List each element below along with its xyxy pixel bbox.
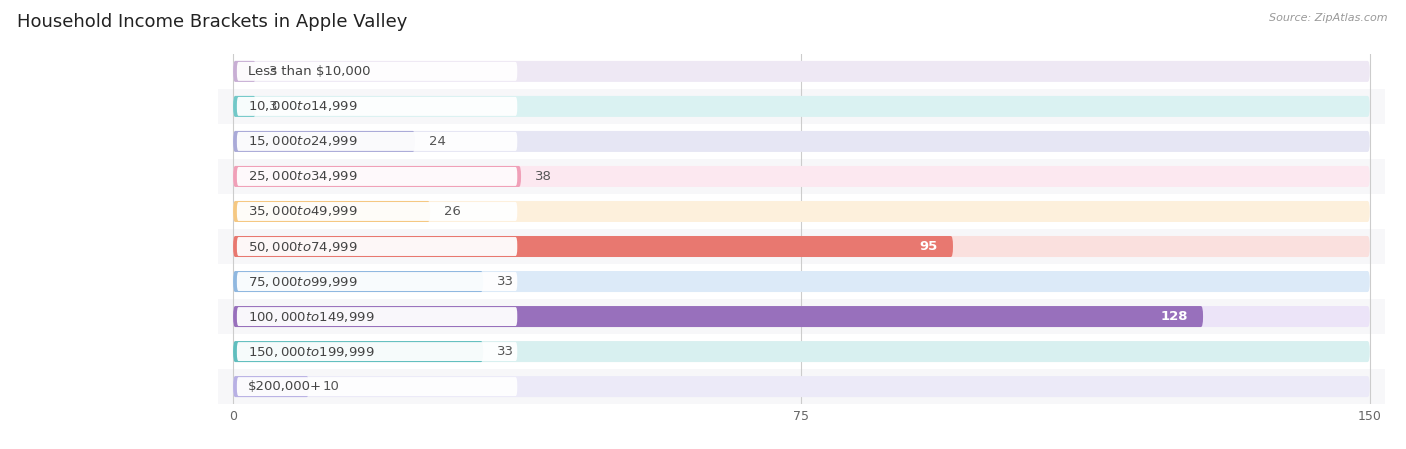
FancyBboxPatch shape: [218, 299, 1385, 334]
FancyBboxPatch shape: [233, 306, 1369, 327]
FancyBboxPatch shape: [236, 167, 517, 186]
FancyBboxPatch shape: [236, 237, 517, 256]
Text: 3: 3: [270, 100, 278, 113]
Text: 33: 33: [496, 275, 513, 288]
Text: $150,000 to $199,999: $150,000 to $199,999: [249, 344, 375, 359]
FancyBboxPatch shape: [233, 341, 484, 362]
FancyBboxPatch shape: [233, 201, 430, 222]
FancyBboxPatch shape: [233, 236, 1369, 257]
FancyBboxPatch shape: [218, 194, 1385, 229]
FancyBboxPatch shape: [218, 89, 1385, 124]
FancyBboxPatch shape: [236, 377, 517, 396]
FancyBboxPatch shape: [233, 131, 1369, 152]
FancyBboxPatch shape: [218, 334, 1385, 369]
Text: Source: ZipAtlas.com: Source: ZipAtlas.com: [1270, 13, 1388, 23]
FancyBboxPatch shape: [233, 61, 1369, 82]
Text: $50,000 to $74,999: $50,000 to $74,999: [249, 239, 359, 254]
FancyBboxPatch shape: [218, 159, 1385, 194]
Text: $100,000 to $149,999: $100,000 to $149,999: [249, 309, 375, 324]
Text: 24: 24: [429, 135, 446, 148]
FancyBboxPatch shape: [233, 96, 256, 117]
FancyBboxPatch shape: [236, 202, 517, 221]
FancyBboxPatch shape: [218, 369, 1385, 404]
FancyBboxPatch shape: [233, 166, 522, 187]
FancyBboxPatch shape: [233, 271, 1369, 292]
FancyBboxPatch shape: [233, 236, 953, 257]
Text: Less than $10,000: Less than $10,000: [249, 65, 371, 78]
FancyBboxPatch shape: [236, 342, 517, 361]
FancyBboxPatch shape: [233, 341, 1369, 362]
Text: $15,000 to $24,999: $15,000 to $24,999: [249, 134, 359, 149]
Text: 3: 3: [270, 65, 278, 78]
Text: $35,000 to $49,999: $35,000 to $49,999: [249, 204, 359, 219]
FancyBboxPatch shape: [236, 307, 517, 326]
FancyBboxPatch shape: [233, 131, 415, 152]
FancyBboxPatch shape: [218, 54, 1385, 89]
FancyBboxPatch shape: [236, 272, 517, 291]
Text: $10,000 to $14,999: $10,000 to $14,999: [249, 99, 359, 114]
Text: $200,000+: $200,000+: [249, 380, 322, 393]
FancyBboxPatch shape: [218, 264, 1385, 299]
Text: $25,000 to $34,999: $25,000 to $34,999: [249, 169, 359, 184]
Text: 33: 33: [496, 345, 513, 358]
Text: 95: 95: [920, 240, 938, 253]
Text: 128: 128: [1160, 310, 1188, 323]
Text: $75,000 to $99,999: $75,000 to $99,999: [249, 274, 359, 289]
FancyBboxPatch shape: [233, 306, 1204, 327]
FancyBboxPatch shape: [233, 271, 484, 292]
FancyBboxPatch shape: [233, 201, 1369, 222]
FancyBboxPatch shape: [218, 124, 1385, 159]
FancyBboxPatch shape: [233, 376, 309, 397]
FancyBboxPatch shape: [236, 62, 517, 81]
FancyBboxPatch shape: [218, 229, 1385, 264]
Text: 10: 10: [322, 380, 339, 393]
Text: Household Income Brackets in Apple Valley: Household Income Brackets in Apple Valle…: [17, 13, 408, 31]
FancyBboxPatch shape: [236, 97, 517, 116]
Text: 38: 38: [534, 170, 551, 183]
FancyBboxPatch shape: [233, 61, 256, 82]
FancyBboxPatch shape: [233, 166, 1369, 187]
FancyBboxPatch shape: [236, 132, 517, 151]
Text: 26: 26: [444, 205, 461, 218]
FancyBboxPatch shape: [233, 96, 1369, 117]
FancyBboxPatch shape: [233, 376, 1369, 397]
